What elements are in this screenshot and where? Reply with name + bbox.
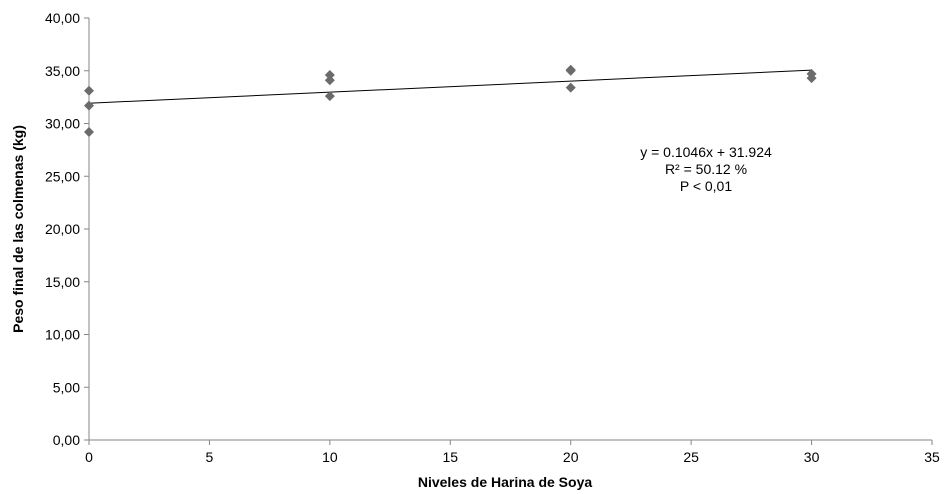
y-tick-label: 15,00: [45, 274, 80, 290]
y-tick-label: 25,00: [45, 168, 80, 184]
data-point: [324, 91, 335, 102]
data-point: [565, 82, 576, 93]
x-tick-label: 0: [85, 449, 93, 465]
data-point: [565, 65, 576, 76]
y-tick-label: 10,00: [45, 327, 80, 343]
y-axis-title: Peso final de las colmenas (kg): [10, 125, 26, 333]
data-point: [84, 100, 94, 111]
trendline: [88, 69, 812, 104]
x-tick-label: 35: [924, 449, 940, 465]
x-tick-label: 25: [683, 449, 699, 465]
y-tick-label: 20,00: [45, 221, 80, 237]
p-value-annotation: P < 0,01: [680, 178, 733, 194]
data-point: [84, 85, 94, 96]
y-tick-label: 30,00: [45, 116, 80, 132]
data-point: [806, 73, 817, 84]
x-tick-label: 15: [442, 449, 458, 465]
x-tick-label: 10: [322, 449, 338, 465]
y-tick-label: 5,00: [53, 379, 80, 395]
x-axis-title: Niveles de Harina de Soya: [418, 474, 593, 490]
y-axis-ticks: 0,00 5,00 10,00 15,00 20,00 25,00 30,00 35,00 40…: [45, 10, 89, 448]
y-tick-label: 0,00: [53, 432, 80, 448]
r-squared-annotation: R² = 50.12 %: [665, 161, 747, 177]
x-tick-label: 30: [804, 449, 820, 465]
x-tick-label: 20: [563, 449, 579, 465]
data-point: [84, 126, 94, 137]
y-tick-label: 40,00: [45, 10, 80, 26]
data-point: [324, 75, 335, 86]
data-points: [84, 64, 817, 137]
x-tick-label: 5: [206, 449, 214, 465]
y-tick-label: 35,00: [45, 63, 80, 79]
x-axis-ticks: 0 5 10 15 20 25 30 35: [85, 440, 940, 465]
data-point: [324, 69, 335, 80]
equation-annotation: y = 0.1046x + 31.924: [640, 144, 772, 160]
